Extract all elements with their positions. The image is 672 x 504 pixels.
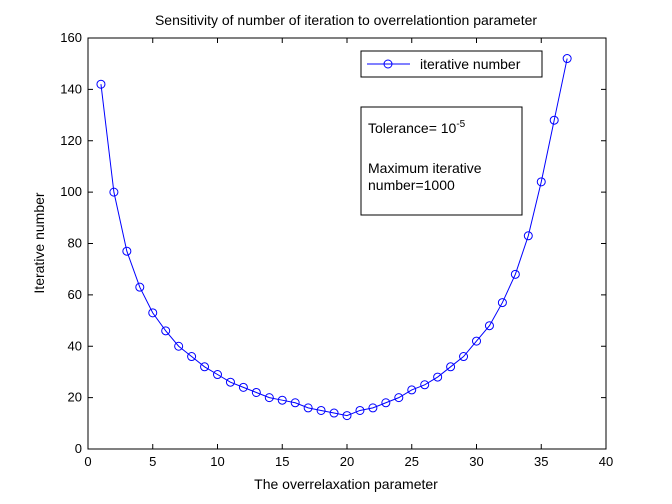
- tolerance-label: Tolerance= 10: [368, 120, 457, 136]
- chart-title: Sensitivity of number of iteration to ov…: [155, 12, 537, 28]
- x-tick-label: 10: [210, 454, 224, 469]
- data-point: [148, 308, 158, 318]
- y-tick-label: 80: [68, 236, 82, 251]
- x-tick-label: 30: [469, 454, 483, 469]
- data-point: [394, 393, 404, 403]
- y-axis-label: Iterative number: [31, 192, 47, 293]
- data-point: [316, 405, 326, 415]
- y-tick-label: 140: [60, 81, 82, 96]
- data-point: [484, 321, 494, 331]
- x-tick-label: 25: [405, 454, 419, 469]
- legend-marker: [383, 59, 393, 69]
- data-point: [472, 336, 481, 346]
- max-iter-line1: Maximum iterative: [368, 160, 482, 176]
- data-point: [446, 362, 456, 372]
- data-point: [497, 298, 507, 308]
- data-point: [109, 187, 119, 197]
- data-point: [355, 405, 365, 415]
- data-point: [510, 269, 520, 279]
- series-line: [100, 58, 568, 417]
- y-tick-label: 100: [60, 184, 82, 199]
- data-point: [187, 352, 197, 362]
- y-tick-label: 160: [60, 30, 82, 45]
- x-tick-label: 5: [149, 454, 156, 469]
- y-tick-label: 60: [68, 287, 82, 302]
- x-tick-label: 20: [340, 454, 354, 469]
- data-point: [213, 370, 222, 380]
- data-point: [238, 382, 248, 392]
- data-point: [342, 411, 352, 421]
- data-point: [225, 377, 235, 387]
- data-point: [420, 380, 430, 390]
- data-point: [290, 398, 300, 408]
- data-point: [536, 177, 546, 187]
- max-iter-line2: number=1000: [368, 177, 455, 193]
- data-point: [368, 403, 378, 413]
- data-point: [200, 362, 210, 372]
- data-point: [381, 398, 391, 408]
- x-tick-label: 0: [84, 454, 91, 469]
- data-point: [96, 79, 106, 89]
- axis-ticks: 0 5 10 15 20 25 30 35 40 0 20 40 60 80 100 120 140 160: [60, 30, 613, 469]
- data-point: [264, 393, 274, 403]
- data-point: [135, 282, 145, 292]
- data-point: [251, 387, 261, 397]
- tolerance-exponent: -5: [456, 119, 465, 130]
- data-point: [174, 341, 184, 351]
- data-point: [562, 54, 572, 64]
- x-axis-label: The overrelaxation parameter: [254, 476, 438, 492]
- x-tick-label: 35: [534, 454, 548, 469]
- y-tick-label: 120: [60, 133, 82, 148]
- x-tick-label: 40: [599, 454, 613, 469]
- annotation-box: Tolerance= 10-5 Maximum iterative number…: [360, 106, 523, 216]
- data-point: [433, 372, 443, 382]
- legend-label: iterative number: [420, 56, 521, 72]
- data-point: [277, 395, 287, 405]
- series-layer: [96, 54, 572, 421]
- y-tick-label: 0: [75, 441, 82, 456]
- data-point: [303, 403, 313, 413]
- data-point: [407, 385, 417, 395]
- data-point: [523, 231, 533, 241]
- data-point: [459, 352, 469, 362]
- data-point: [549, 115, 559, 125]
- tolerance-text: Tolerance= 10-5: [368, 119, 466, 136]
- plot-area: [87, 37, 607, 450]
- y-tick-label: 20: [68, 390, 82, 405]
- data-point: [161, 326, 171, 336]
- x-tick-label: 15: [275, 454, 289, 469]
- legend: iterative number: [360, 50, 543, 78]
- data-point: [329, 408, 339, 418]
- annotation-frame: [360, 106, 523, 216]
- y-tick-label: 40: [68, 338, 82, 353]
- data-point: [122, 246, 132, 256]
